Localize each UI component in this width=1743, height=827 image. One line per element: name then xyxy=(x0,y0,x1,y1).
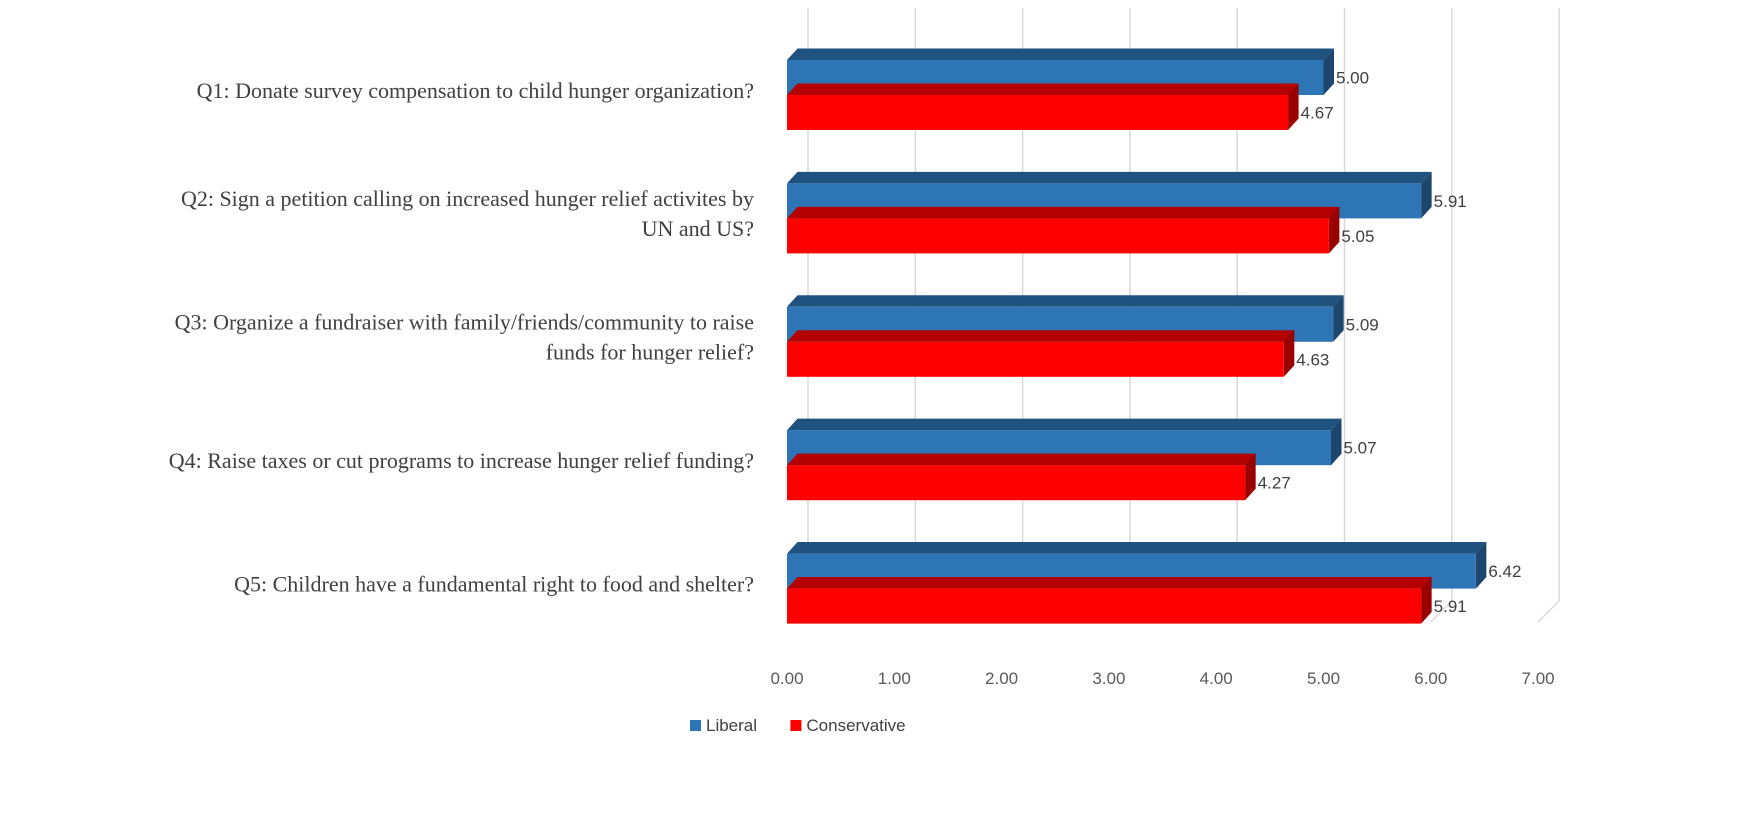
data-label: 4.27 xyxy=(1258,474,1291,493)
bar-side-face xyxy=(1288,83,1299,130)
category-label: Q1: Donate survey compensation to child … xyxy=(197,78,754,103)
bar-top-face xyxy=(787,48,1334,60)
gridline-floor xyxy=(1430,600,1453,623)
x-tick-label: 5.00 xyxy=(1307,669,1340,688)
bar-side-face xyxy=(1245,453,1256,501)
x-tick-label: 6.00 xyxy=(1414,669,1447,688)
category-label: UN and US? xyxy=(642,216,754,241)
bar-side-face xyxy=(1475,542,1487,589)
data-label: 5.00 xyxy=(1336,69,1369,88)
bar-conservative xyxy=(787,95,1289,130)
bar-side-face xyxy=(1328,206,1340,254)
bar-side-face xyxy=(1421,577,1432,624)
data-label: 4.63 xyxy=(1296,350,1329,369)
bar-top-face xyxy=(787,330,1295,342)
data-label: 5.91 xyxy=(1434,192,1467,211)
bar-top-face xyxy=(787,206,1340,219)
bar-side-face xyxy=(1333,295,1344,342)
bar-side-face xyxy=(1421,171,1432,219)
x-tick-label: 0.00 xyxy=(770,669,803,688)
bar-top-face xyxy=(787,171,1432,184)
data-label: 5.91 xyxy=(1434,597,1467,616)
data-label: 6.42 xyxy=(1488,562,1521,581)
category-label: Q2: Sign a petition calling on increased… xyxy=(181,186,754,211)
legend-swatch xyxy=(690,720,701,731)
legend-label: Liberal xyxy=(706,716,757,735)
data-label: 5.07 xyxy=(1344,439,1377,458)
bar-top-face xyxy=(787,453,1256,466)
data-label: 5.09 xyxy=(1346,315,1379,334)
x-tick-label: 2.00 xyxy=(985,669,1018,688)
bar-conservative xyxy=(787,341,1284,377)
bar-side-face xyxy=(1331,418,1342,466)
category-label: funds for hunger relief? xyxy=(546,340,754,365)
x-tick-label: 3.00 xyxy=(1092,669,1125,688)
bar-top-face xyxy=(787,83,1299,95)
legend-label: Conservative xyxy=(806,716,905,735)
bar-conservative xyxy=(787,218,1329,254)
bar-top-face xyxy=(787,542,1487,554)
bar-side-face xyxy=(1283,330,1295,377)
bar-conservative xyxy=(787,588,1422,624)
bar-conservative xyxy=(787,465,1246,501)
x-tick-label: 7.00 xyxy=(1522,669,1555,688)
legend-swatch xyxy=(790,720,802,731)
bar-top-face xyxy=(787,418,1342,431)
bar-top-face xyxy=(787,295,1344,307)
category-label: Q3: Organize a fundraiser with family/fr… xyxy=(175,310,754,335)
bar-top-face xyxy=(787,577,1432,589)
x-tick-label: 4.00 xyxy=(1200,669,1233,688)
bar-side-face xyxy=(1323,48,1334,95)
category-label: Q4: Raise taxes or cut programs to incre… xyxy=(169,448,754,473)
data-label: 4.67 xyxy=(1301,104,1334,123)
x-tick-label: 1.00 xyxy=(878,669,911,688)
data-label: 5.05 xyxy=(1341,227,1374,246)
category-label: Q5: Children have a fundamental right to… xyxy=(234,571,754,596)
gridline-floor xyxy=(1537,600,1560,623)
